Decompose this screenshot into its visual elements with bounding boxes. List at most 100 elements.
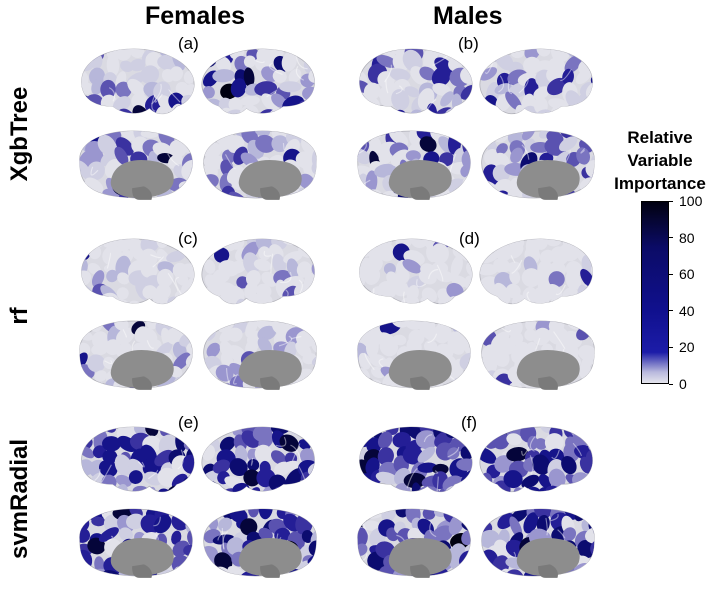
sulcus-line bbox=[104, 359, 113, 365]
brain-parcel bbox=[417, 462, 438, 473]
brain-parcel bbox=[357, 509, 368, 518]
brain-parcel bbox=[153, 81, 171, 101]
brain-parcel bbox=[114, 49, 132, 61]
brain-parcel bbox=[114, 321, 129, 331]
brain-parcel bbox=[299, 427, 315, 436]
brain-parcel bbox=[402, 49, 423, 72]
brain-parcel bbox=[188, 427, 195, 438]
legend-title-line-1: Relative bbox=[627, 128, 693, 147]
brain-parcel bbox=[214, 552, 233, 572]
brain-parcel bbox=[359, 283, 365, 301]
brain-parcel bbox=[212, 459, 231, 474]
brain-parcel bbox=[240, 518, 258, 536]
sulcus-line bbox=[151, 83, 162, 105]
brain-parcel bbox=[87, 161, 105, 181]
brain-parcel bbox=[140, 262, 158, 278]
sulcus-line bbox=[557, 529, 566, 539]
brain-lateral-view bbox=[479, 48, 593, 115]
colorbar-tick bbox=[669, 273, 673, 275]
brain-parcel bbox=[279, 460, 299, 473]
brain-parcel bbox=[432, 83, 451, 96]
sulcus-line bbox=[254, 59, 265, 64]
brain-parcel bbox=[510, 147, 523, 164]
brain-parcel bbox=[559, 136, 578, 152]
brain-parcel bbox=[255, 239, 274, 252]
brain-parcel bbox=[256, 283, 272, 299]
brain-parcel bbox=[301, 294, 315, 304]
sulcus-line bbox=[150, 254, 162, 259]
sulcus-line bbox=[510, 255, 516, 264]
brain-parcel bbox=[506, 447, 529, 462]
sulcus-line bbox=[282, 143, 285, 151]
sulcus-line bbox=[270, 253, 274, 274]
sulcus-line bbox=[384, 64, 393, 83]
sulcus-line bbox=[521, 446, 530, 456]
brain-parcel bbox=[311, 102, 315, 114]
brain-parcel bbox=[417, 446, 436, 463]
brain-parcel bbox=[366, 437, 382, 454]
brain-parcel bbox=[447, 447, 460, 460]
brain-parcel bbox=[405, 150, 421, 162]
sulcus-line bbox=[416, 279, 427, 288]
sulcus-line bbox=[122, 329, 127, 338]
brain-parcel bbox=[140, 239, 160, 253]
brain-parcel bbox=[415, 430, 439, 450]
brain-parcel bbox=[304, 484, 315, 492]
medial-wall bbox=[516, 349, 580, 388]
brain-lateral-view bbox=[81, 48, 195, 115]
brain-parcel bbox=[254, 131, 271, 137]
brain-parcel bbox=[81, 239, 95, 248]
brain-parcel bbox=[460, 131, 471, 143]
brain-parcel bbox=[374, 163, 397, 178]
brain-parcel bbox=[169, 66, 184, 82]
brain-parcel bbox=[94, 370, 107, 382]
brain-parcel bbox=[243, 55, 256, 68]
sulcus-line bbox=[298, 466, 306, 481]
brain-parcel bbox=[585, 160, 595, 178]
brain-parcel bbox=[562, 68, 574, 85]
brain-parcel bbox=[462, 567, 471, 576]
brain-parcel bbox=[587, 49, 593, 60]
brain-parcel bbox=[359, 480, 369, 492]
brain-parcel bbox=[98, 459, 118, 478]
brain-medial-view bbox=[203, 130, 317, 200]
brain-parcel bbox=[98, 527, 119, 542]
brainstem bbox=[410, 564, 430, 578]
sulcus-line bbox=[233, 373, 238, 385]
brain-parcel bbox=[588, 190, 595, 198]
brain-parcel bbox=[393, 483, 411, 492]
colorbar-tick bbox=[669, 200, 673, 202]
brain-parcel bbox=[579, 49, 593, 59]
brain-parcel bbox=[140, 65, 160, 84]
sulcus-line bbox=[521, 144, 530, 160]
sulcus-line bbox=[152, 256, 164, 268]
brain-parcel bbox=[87, 354, 106, 373]
brain-parcel bbox=[288, 68, 302, 83]
brain-parcel bbox=[375, 471, 399, 485]
brain-parcel bbox=[595, 461, 602, 480]
brain-lateral-view bbox=[359, 426, 473, 493]
sulcus-line bbox=[148, 469, 159, 480]
brain-parcel bbox=[391, 89, 410, 111]
brain-parcel bbox=[480, 427, 493, 440]
brain-parcel bbox=[494, 178, 513, 195]
brain-parcel bbox=[89, 297, 106, 304]
sulcus-line bbox=[101, 464, 112, 483]
brain-parcel bbox=[577, 540, 595, 558]
brain-parcel bbox=[381, 509, 397, 523]
sulcus-line bbox=[168, 89, 181, 103]
brain-parcel bbox=[308, 476, 315, 491]
brain-parcel bbox=[506, 242, 524, 259]
brain-parcel bbox=[377, 447, 394, 466]
colorbar-tick-label: 40 bbox=[679, 302, 695, 319]
brain-parcel bbox=[255, 134, 276, 153]
brain-lateral-view bbox=[81, 426, 195, 493]
medial-wall bbox=[388, 349, 452, 388]
medial-wall bbox=[516, 159, 580, 198]
brain-parcel bbox=[102, 245, 123, 266]
brain-medial-view bbox=[481, 508, 595, 578]
brain-parcel bbox=[87, 537, 106, 555]
brain-parcel bbox=[106, 269, 119, 283]
brain-parcel bbox=[432, 463, 449, 475]
brain-parcel bbox=[127, 458, 144, 476]
